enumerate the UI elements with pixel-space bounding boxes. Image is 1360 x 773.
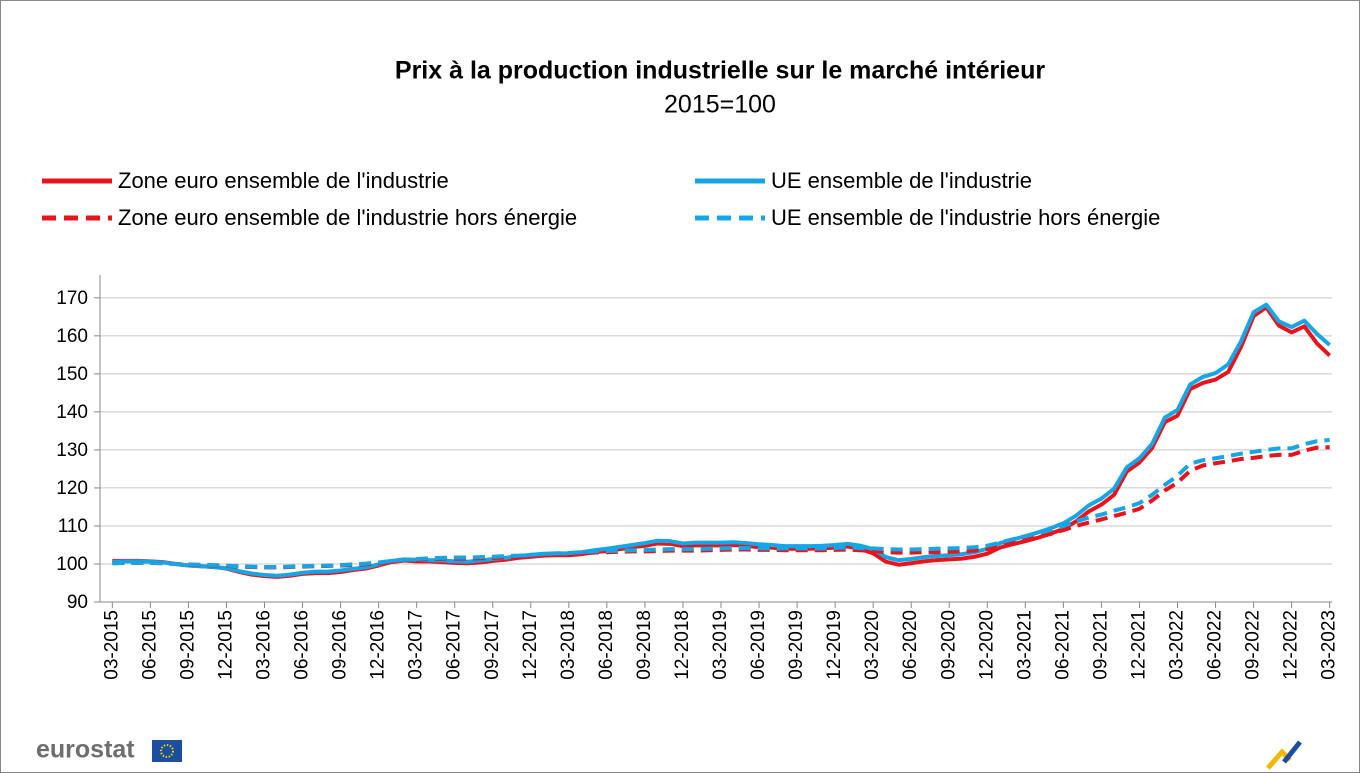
x-tick-label: 12-2021	[1128, 610, 1149, 680]
y-tick-label: 150	[56, 364, 88, 385]
x-tick-label: 12-2019	[824, 610, 845, 680]
legend-label: Zone euro ensemble de l'industrie hors é…	[118, 205, 577, 230]
x-tick-label: 09-2022	[1243, 610, 1264, 680]
x-tick-label: 12-2018	[672, 610, 693, 680]
eu-stars	[160, 744, 174, 758]
x-tick-label: 12-2020	[976, 610, 997, 680]
chart-subtitle: 2015=100	[664, 91, 776, 119]
source-logo: eurostat	[36, 736, 135, 764]
x-tick-label: 06-2015	[139, 610, 160, 680]
chart-title: Prix à la production industrielle sur le…	[395, 57, 1045, 85]
x-tick-label: 09-2021	[1090, 610, 1111, 680]
x-tick-label: 03-2022	[1167, 610, 1188, 680]
x-tick-label: 09-2018	[634, 610, 655, 680]
eu-flag	[152, 740, 182, 762]
x-tick-label: 09-2015	[177, 610, 198, 680]
x-tick-label: 06-2018	[596, 610, 617, 680]
x-tick-label: 12-2017	[520, 610, 541, 680]
corner-icon	[1266, 740, 1302, 770]
y-tick-label: 120	[56, 478, 88, 499]
y-tick-label: 170	[56, 288, 88, 309]
x-tick-label: 03-2020	[862, 610, 883, 680]
y-tick-label: 90	[67, 592, 88, 613]
legend-label: UE ensemble de l'industrie	[771, 168, 1032, 193]
x-tick-label: 12-2022	[1281, 610, 1302, 680]
y-tick-label: 160	[56, 326, 88, 347]
icon-stroke	[1282, 740, 1302, 764]
x-tick-label: 06-2017	[444, 610, 465, 680]
series-line	[112, 302, 1331, 578]
y-tick-label: 130	[56, 440, 88, 461]
x-tick-label: 06-2019	[748, 610, 769, 680]
y-tick-label: 110	[58, 516, 88, 537]
x-tick-label: 06-2021	[1052, 610, 1073, 680]
x-tick-label: 03-2021	[1014, 610, 1035, 680]
x-tick-label: 06-2016	[292, 610, 313, 680]
logo: eurostat	[36, 736, 182, 764]
legend-label: Zone euro ensemble de l'industrie	[118, 168, 449, 193]
x-tick-label: 03-2017	[406, 610, 427, 680]
x-tick-label: 09-2019	[786, 610, 807, 680]
x-tick-label: 03-2015	[101, 610, 122, 680]
x-tick-label: 03-2019	[710, 610, 731, 680]
x-tick-label: 06-2022	[1205, 610, 1226, 680]
x-tick-label: 03-2018	[558, 610, 579, 680]
x-tick-label: 06-2020	[900, 610, 921, 680]
x-tick-label: 03-2023	[1319, 610, 1340, 680]
x-tick-label: 03-2016	[254, 610, 275, 680]
y-tick-label: 140	[56, 402, 88, 423]
x-tick-label: 09-2020	[938, 610, 959, 680]
series-line	[112, 438, 1330, 570]
x-tick-label: 09-2017	[482, 610, 503, 680]
y-tick-label: 100	[56, 554, 88, 575]
x-tick-label: 12-2015	[215, 610, 236, 680]
x-tick-label: 12-2016	[368, 610, 389, 680]
x-tick-label: 09-2016	[330, 610, 351, 680]
legend-label: UE ensemble de l'industrie hors énergie	[771, 205, 1160, 230]
